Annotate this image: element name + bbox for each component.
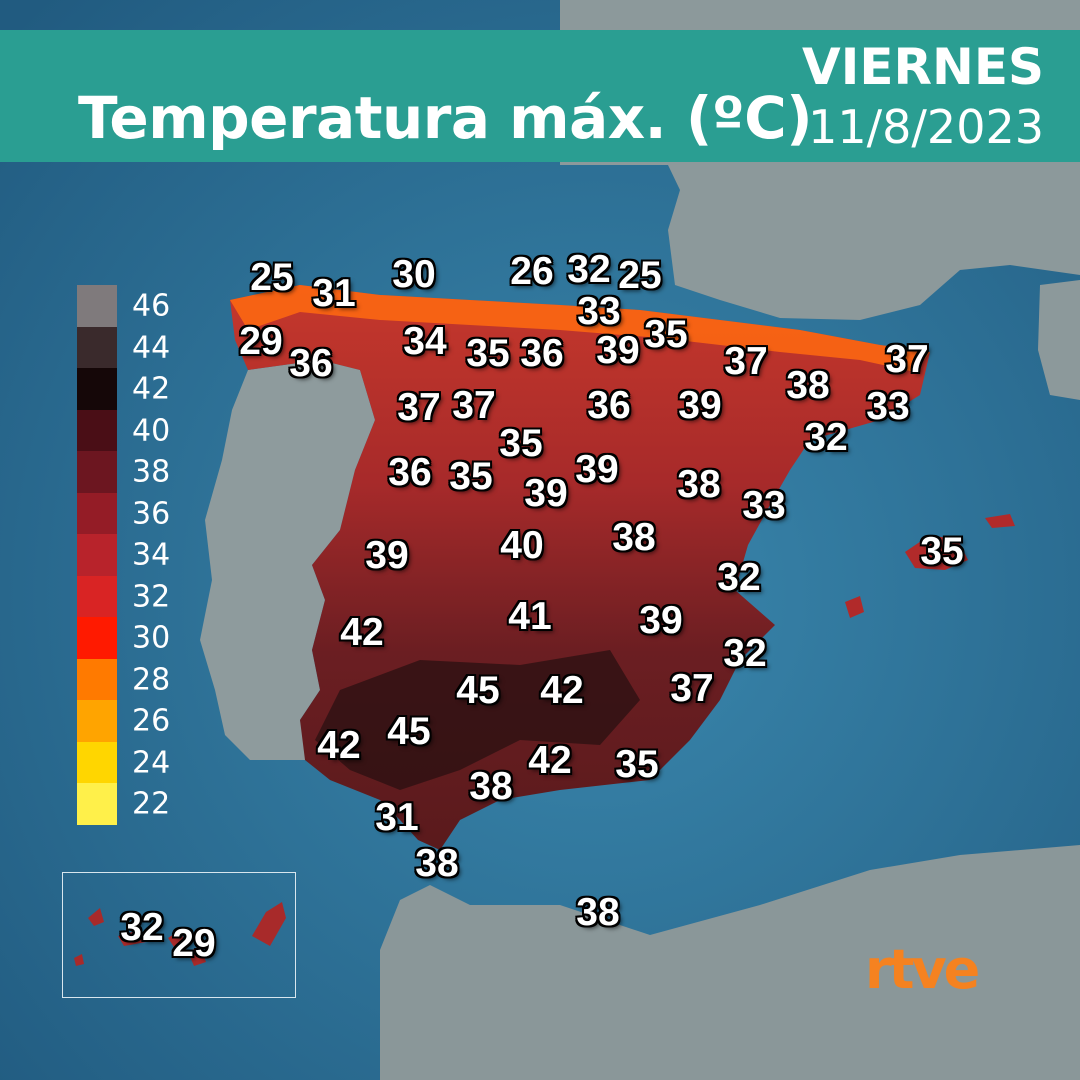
temp-label: 26: [510, 250, 554, 293]
legend-swatch-44: [77, 326, 117, 368]
temp-label: 37: [670, 667, 714, 710]
legend-label: 40: [132, 413, 171, 449]
temp-label: 33: [577, 290, 621, 333]
temp-label: 37: [724, 340, 768, 383]
temp-label: 32: [567, 248, 611, 291]
legend-label: 22: [132, 786, 171, 822]
temp-label: 39: [365, 534, 409, 577]
legend-swatch-40: [77, 409, 117, 451]
temp-label: 36: [289, 342, 333, 385]
temp-label: 40: [500, 524, 544, 567]
legend-swatch-32: [77, 575, 117, 617]
temp-label: 31: [312, 272, 356, 315]
temp-label: 32: [804, 416, 848, 459]
temp-label: 37: [397, 386, 441, 429]
temp-label: 45: [456, 669, 500, 712]
legend-swatch-30: [77, 617, 117, 659]
temp-label: 32: [120, 906, 164, 949]
legend-label: 44: [132, 330, 171, 366]
legend-label: 34: [132, 537, 171, 573]
temp-label: 33: [866, 385, 910, 428]
menorca-land: [985, 514, 1015, 528]
temp-label: 35: [449, 455, 493, 498]
map-title: Temperatura máx. (ºC): [78, 84, 813, 152]
temp-label: 36: [388, 451, 432, 494]
temp-label: 35: [920, 530, 964, 573]
temp-label: 42: [540, 669, 584, 712]
temp-label: 42: [528, 739, 572, 782]
temp-label: 39: [678, 384, 722, 427]
temp-label: 25: [250, 256, 294, 299]
temp-label: 39: [639, 599, 683, 642]
legend-label: 32: [132, 579, 171, 615]
legend-swatch-36: [77, 492, 117, 534]
temp-label: 35: [499, 422, 543, 465]
north-coast-warm: [230, 285, 930, 372]
temp-label: 39: [524, 472, 568, 515]
andalucia-hot: [315, 650, 640, 790]
temp-label: 42: [340, 611, 384, 654]
legend-swatch-26: [77, 700, 117, 742]
temp-label: 38: [612, 516, 656, 559]
temp-label: 32: [723, 632, 767, 675]
mallorca-land: [905, 535, 968, 570]
temp-label: 38: [786, 364, 830, 407]
temp-label: 39: [596, 329, 640, 372]
temp-label: 38: [469, 765, 513, 808]
canary-islands: [74, 902, 286, 966]
temp-label: 30: [392, 253, 436, 296]
day-label: VIERNES: [802, 38, 1044, 96]
temp-label: 39: [575, 448, 619, 491]
date-label: 11/8/2023: [808, 100, 1044, 154]
temp-label: 45: [387, 710, 431, 753]
legend-label: 46: [132, 288, 171, 324]
legend-label: 42: [132, 371, 171, 407]
temp-label: 42: [317, 724, 361, 767]
temp-label: 38: [677, 463, 721, 506]
temp-label: 35: [615, 743, 659, 786]
legend-swatch-24: [77, 741, 117, 783]
temp-label: 41: [508, 595, 552, 638]
temp-label: 29: [239, 320, 283, 363]
legend-label: 30: [132, 620, 171, 656]
ibiza-land: [845, 596, 864, 618]
legend-swatch-46: [77, 285, 117, 327]
temp-label: 35: [644, 313, 688, 356]
temp-label: 37: [885, 338, 929, 381]
temp-label: 36: [587, 384, 631, 427]
corsica-land: [1038, 280, 1080, 400]
legend-swatch-34: [77, 534, 117, 576]
color-legend: [77, 285, 117, 825]
temp-label: 31: [375, 796, 419, 839]
temp-label: 37: [452, 384, 496, 427]
rtve-logo: rtve: [865, 938, 980, 1001]
legend-swatch-28: [77, 658, 117, 700]
africa-land: [380, 845, 1080, 1080]
legend-label: 38: [132, 454, 171, 490]
header-bar: [0, 30, 1080, 162]
temp-label: 38: [576, 891, 620, 934]
legend-label: 28: [132, 662, 171, 698]
legend-label: 26: [132, 703, 171, 739]
temp-label: 33: [742, 484, 786, 527]
temp-label: 34: [403, 320, 447, 363]
portugal-land: [200, 360, 375, 760]
temp-label: 38: [415, 842, 459, 885]
legend-swatch-42: [77, 368, 117, 410]
legend-swatch-22: [77, 783, 117, 825]
legend-swatch-38: [77, 451, 117, 493]
temp-label: 35: [466, 332, 510, 375]
temp-label: 29: [172, 922, 216, 965]
temp-label: 36: [520, 332, 564, 375]
legend-label: 24: [132, 745, 171, 781]
temp-label: 25: [618, 254, 662, 297]
temp-label: 32: [717, 556, 761, 599]
legend-label: 36: [132, 496, 171, 532]
canary-islands-inset: [62, 872, 296, 998]
